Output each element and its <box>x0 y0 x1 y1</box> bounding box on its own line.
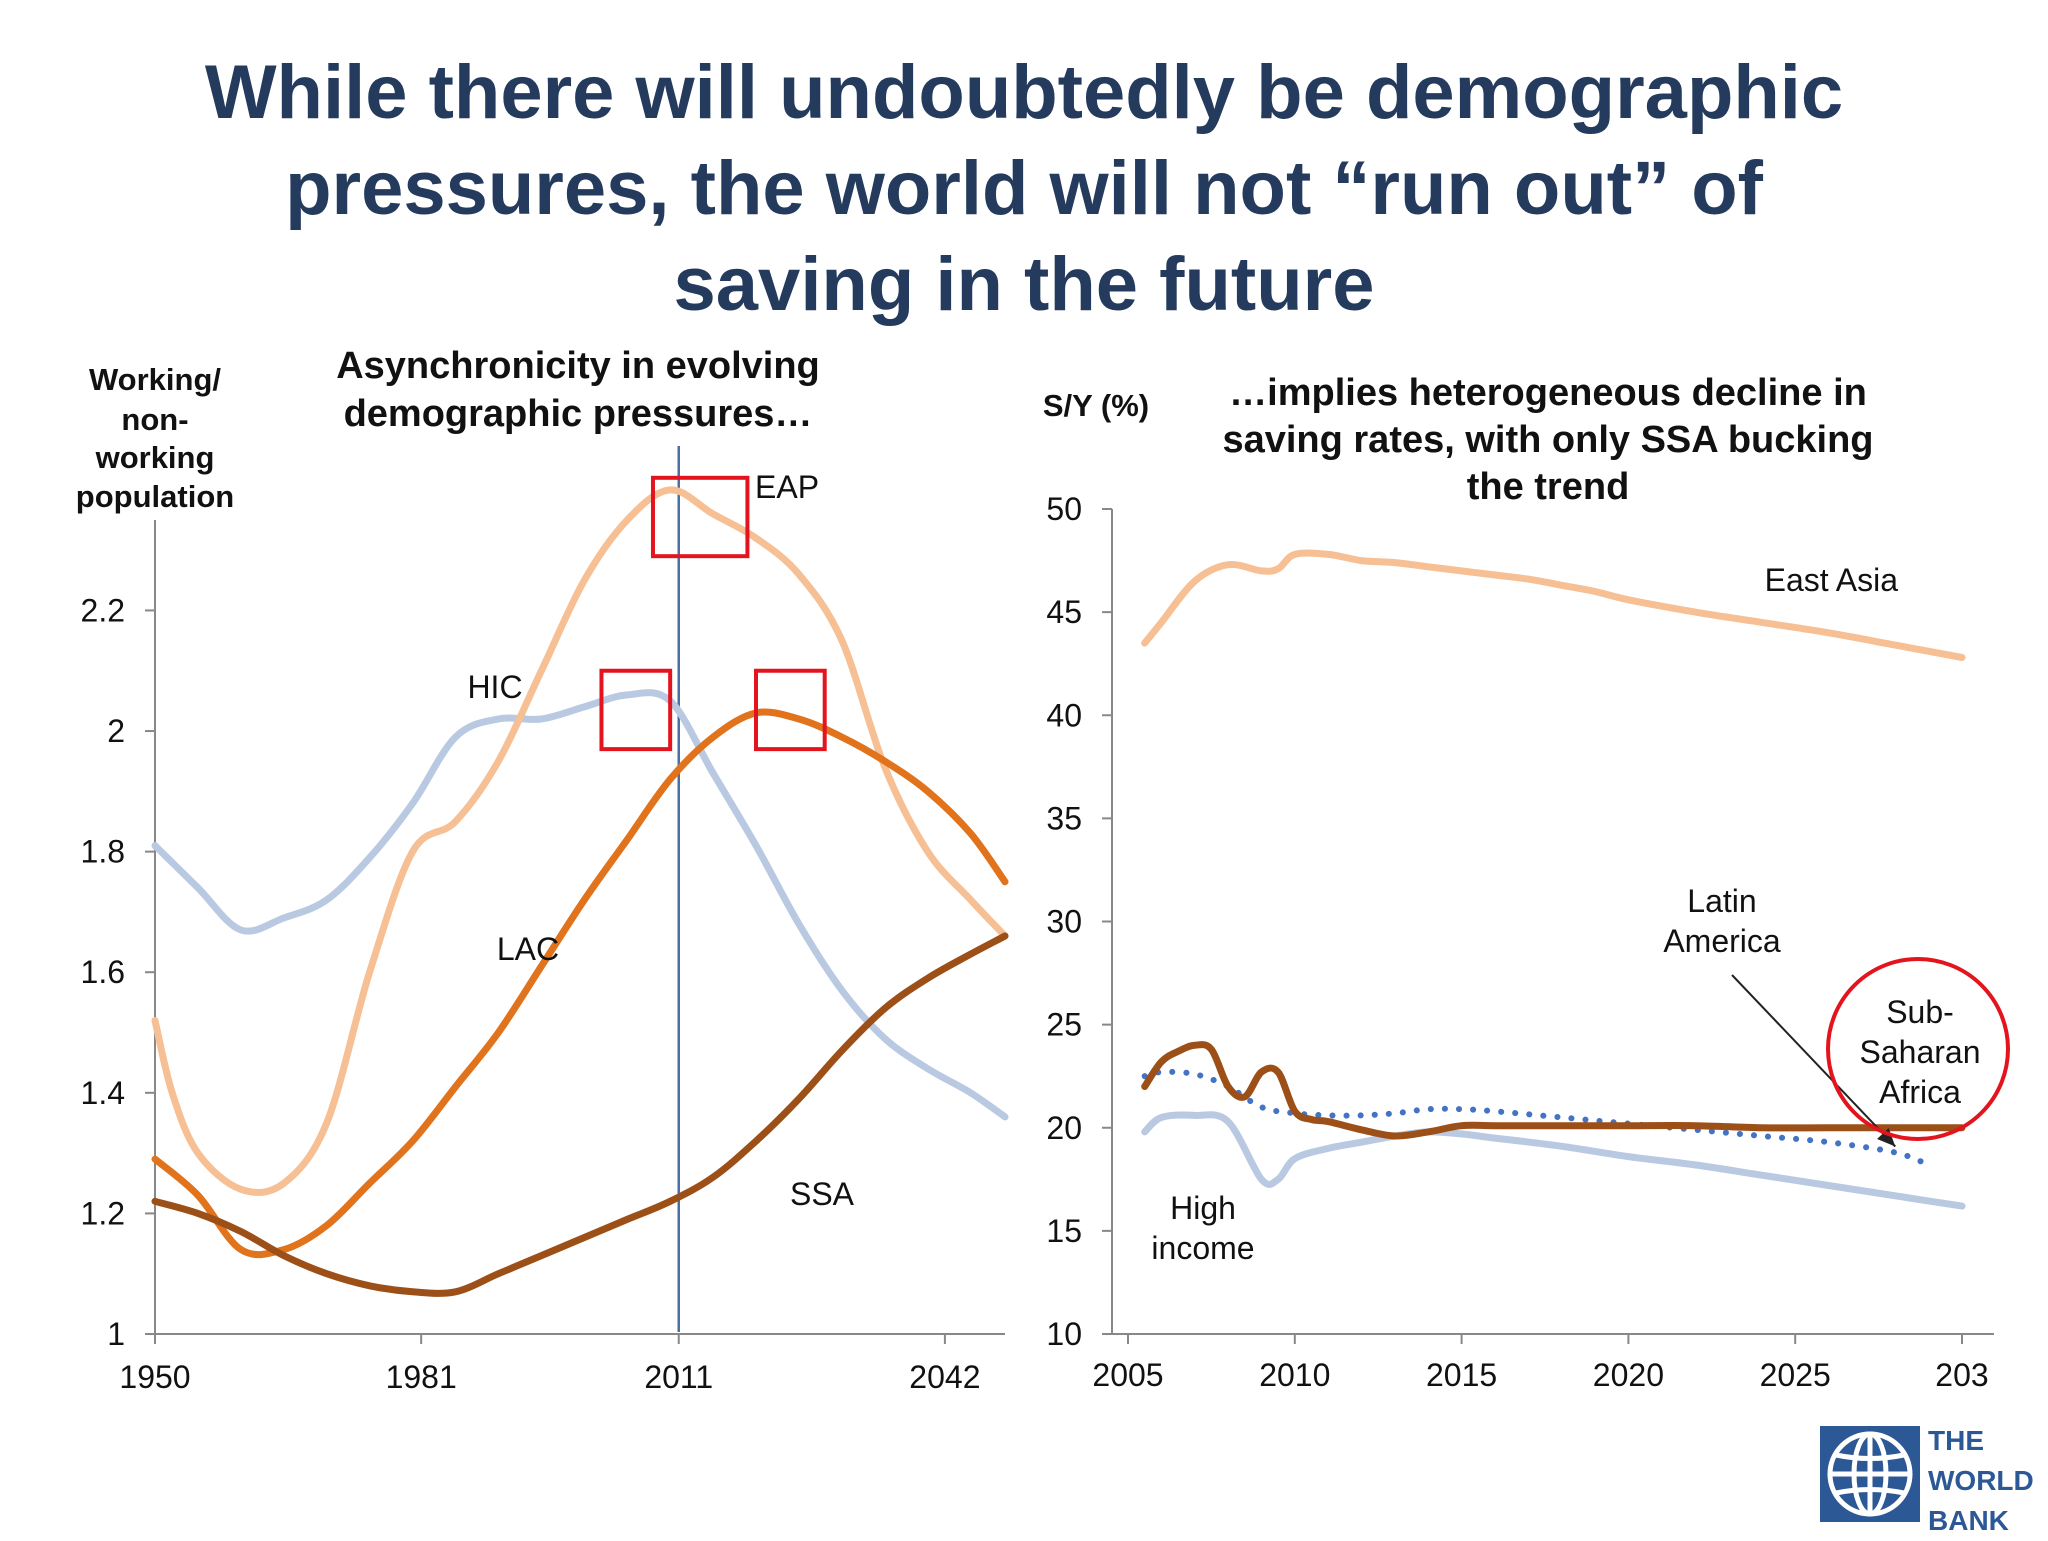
right-y-tick-label: 45 <box>1046 594 1082 630</box>
series-line-latin-america <box>1141 1068 1932 1168</box>
slide-title-line-2: pressures, the world will not “run out” … <box>285 146 1763 231</box>
series-label-east-asia: East Asia <box>1765 562 1899 598</box>
demographic-chart-title-line-1: Asynchronicity in evolving <box>336 345 820 387</box>
saving-rate-chart-title-line-1: …implies heterogeneous decline in <box>1229 372 1867 414</box>
left-x-tick-label: 1950 <box>119 1359 190 1395</box>
saving-rate-chart-title-line-3: the trend <box>1467 466 1630 508</box>
series-label-high-income-line: High <box>1170 1190 1236 1226</box>
left-y-tick-label: 1.6 <box>81 954 125 990</box>
highlight-circle-ssa <box>1826 957 2010 1141</box>
demographic-chart-title-line-2: demographic pressures… <box>344 393 813 435</box>
series-label-high-income-line: income <box>1151 1230 1254 1266</box>
left-y-tick-label: 1.8 <box>81 834 125 870</box>
left-x-tick-label: 1981 <box>386 1359 457 1395</box>
series-label-sub-saharan-africa-line: Africa <box>1879 1074 1961 1110</box>
logo-text-bank: BANK <box>1928 1505 2009 1536</box>
highlight-box-3 <box>754 668 827 752</box>
right-x-tick-label: 2010 <box>1259 1357 1330 1393</box>
slide-title-line-3: saving in the future <box>673 242 1375 327</box>
right-y-tick-label: 10 <box>1046 1316 1082 1352</box>
saving-rate-chart-title-line-2: saving rates, with only SSA bucking <box>1222 419 1873 461</box>
series-label-latin-america-line: Latin <box>1687 883 1756 919</box>
y-axis-label-line-3: working <box>95 440 215 475</box>
demographic-chart: Asynchronicity in evolving demographic p… <box>76 345 1009 1395</box>
saving-rate-chart-title: …implies heterogeneous decline in saving… <box>1222 372 1873 508</box>
saving-rate-y-axis-label: S/Y (%) <box>1043 388 1149 423</box>
series-line-eap <box>151 486 1009 1196</box>
right-x-tick-label: 2005 <box>1092 1357 1163 1393</box>
world-bank-logo: THE WORLD BANK <box>1818 1412 2048 1536</box>
globe-icon <box>1820 1426 1920 1522</box>
highlight-box-2 <box>599 668 673 752</box>
series-line-sub-saharan-africa <box>1141 1041 1966 1140</box>
series-label-high-income: High income <box>1151 1190 1254 1266</box>
right-y-tick-label: 30 <box>1046 904 1082 940</box>
series-label-hic: HIC <box>467 669 522 705</box>
series-line-ssa <box>151 932 1009 1297</box>
annotation-arrow-head <box>1877 1127 1896 1147</box>
right-y-tick-label: 50 <box>1046 491 1082 527</box>
logo-text-world: WORLD <box>1928 1465 2034 1496</box>
series-label-sub-saharan-africa-line: Sub- <box>1886 994 1954 1030</box>
left-y-tick-label: 2.2 <box>81 592 125 628</box>
series-label-lac: LAC <box>497 931 559 967</box>
series-label-sub-saharan-africa: Sub- Saharan Africa <box>1860 994 1981 1110</box>
right-y-tick-label: 15 <box>1046 1213 1082 1249</box>
series-label-latin-america: Latin America <box>1663 883 1781 959</box>
right-y-tick-label: 40 <box>1046 697 1082 733</box>
right-y-tick-label: 25 <box>1046 1007 1082 1043</box>
left-x-tick-label: 2011 <box>644 1359 713 1395</box>
left-y-tick-label: 1.4 <box>81 1075 125 1111</box>
left-y-tick-label: 2 <box>107 713 125 749</box>
series-label-latin-america-line: America <box>1663 923 1781 959</box>
slide-title-line-1: While there will undoubtedly be demograp… <box>204 50 1844 135</box>
series-label-ssa: SSA <box>790 1176 855 1212</box>
right-y-tick-label: 20 <box>1046 1110 1082 1146</box>
series-line-east-asia <box>1141 549 1966 661</box>
demographic-chart-title: Asynchronicity in evolving demographic p… <box>336 345 820 435</box>
right-x-tick-label: 2020 <box>1593 1357 1664 1393</box>
slide-title: While there will undoubtedly be demograp… <box>0 45 2048 333</box>
series-line-lac <box>151 708 1009 1259</box>
logo-text-the: THE <box>1928 1425 1984 1456</box>
demographic-chart-y-axis-label: Working/ non- working population <box>76 362 234 514</box>
right-y-tick-label: 35 <box>1046 800 1082 836</box>
series-label-sub-saharan-africa-line: Saharan <box>1860 1034 1981 1070</box>
left-y-tick-label: 1 <box>107 1316 125 1352</box>
annotation-arrow-line <box>1731 974 1897 1148</box>
y-axis-label-line-1: Working/ <box>89 362 221 397</box>
series-line-hic <box>151 689 1009 1121</box>
right-x-tick-label: 2015 <box>1426 1357 1497 1393</box>
right-x-tick-label: 2025 <box>1760 1357 1831 1393</box>
y-axis-label-line-2: non- <box>121 402 188 437</box>
left-y-tick-label: 1.2 <box>81 1195 125 1231</box>
highlight-box-1 <box>650 475 750 559</box>
y-axis-label-line-4: population <box>76 479 234 514</box>
left-x-tick-label: 2042 <box>909 1359 980 1395</box>
right-x-tick-label: 203 <box>1935 1357 1988 1393</box>
series-label-eap: EAP <box>755 469 819 505</box>
